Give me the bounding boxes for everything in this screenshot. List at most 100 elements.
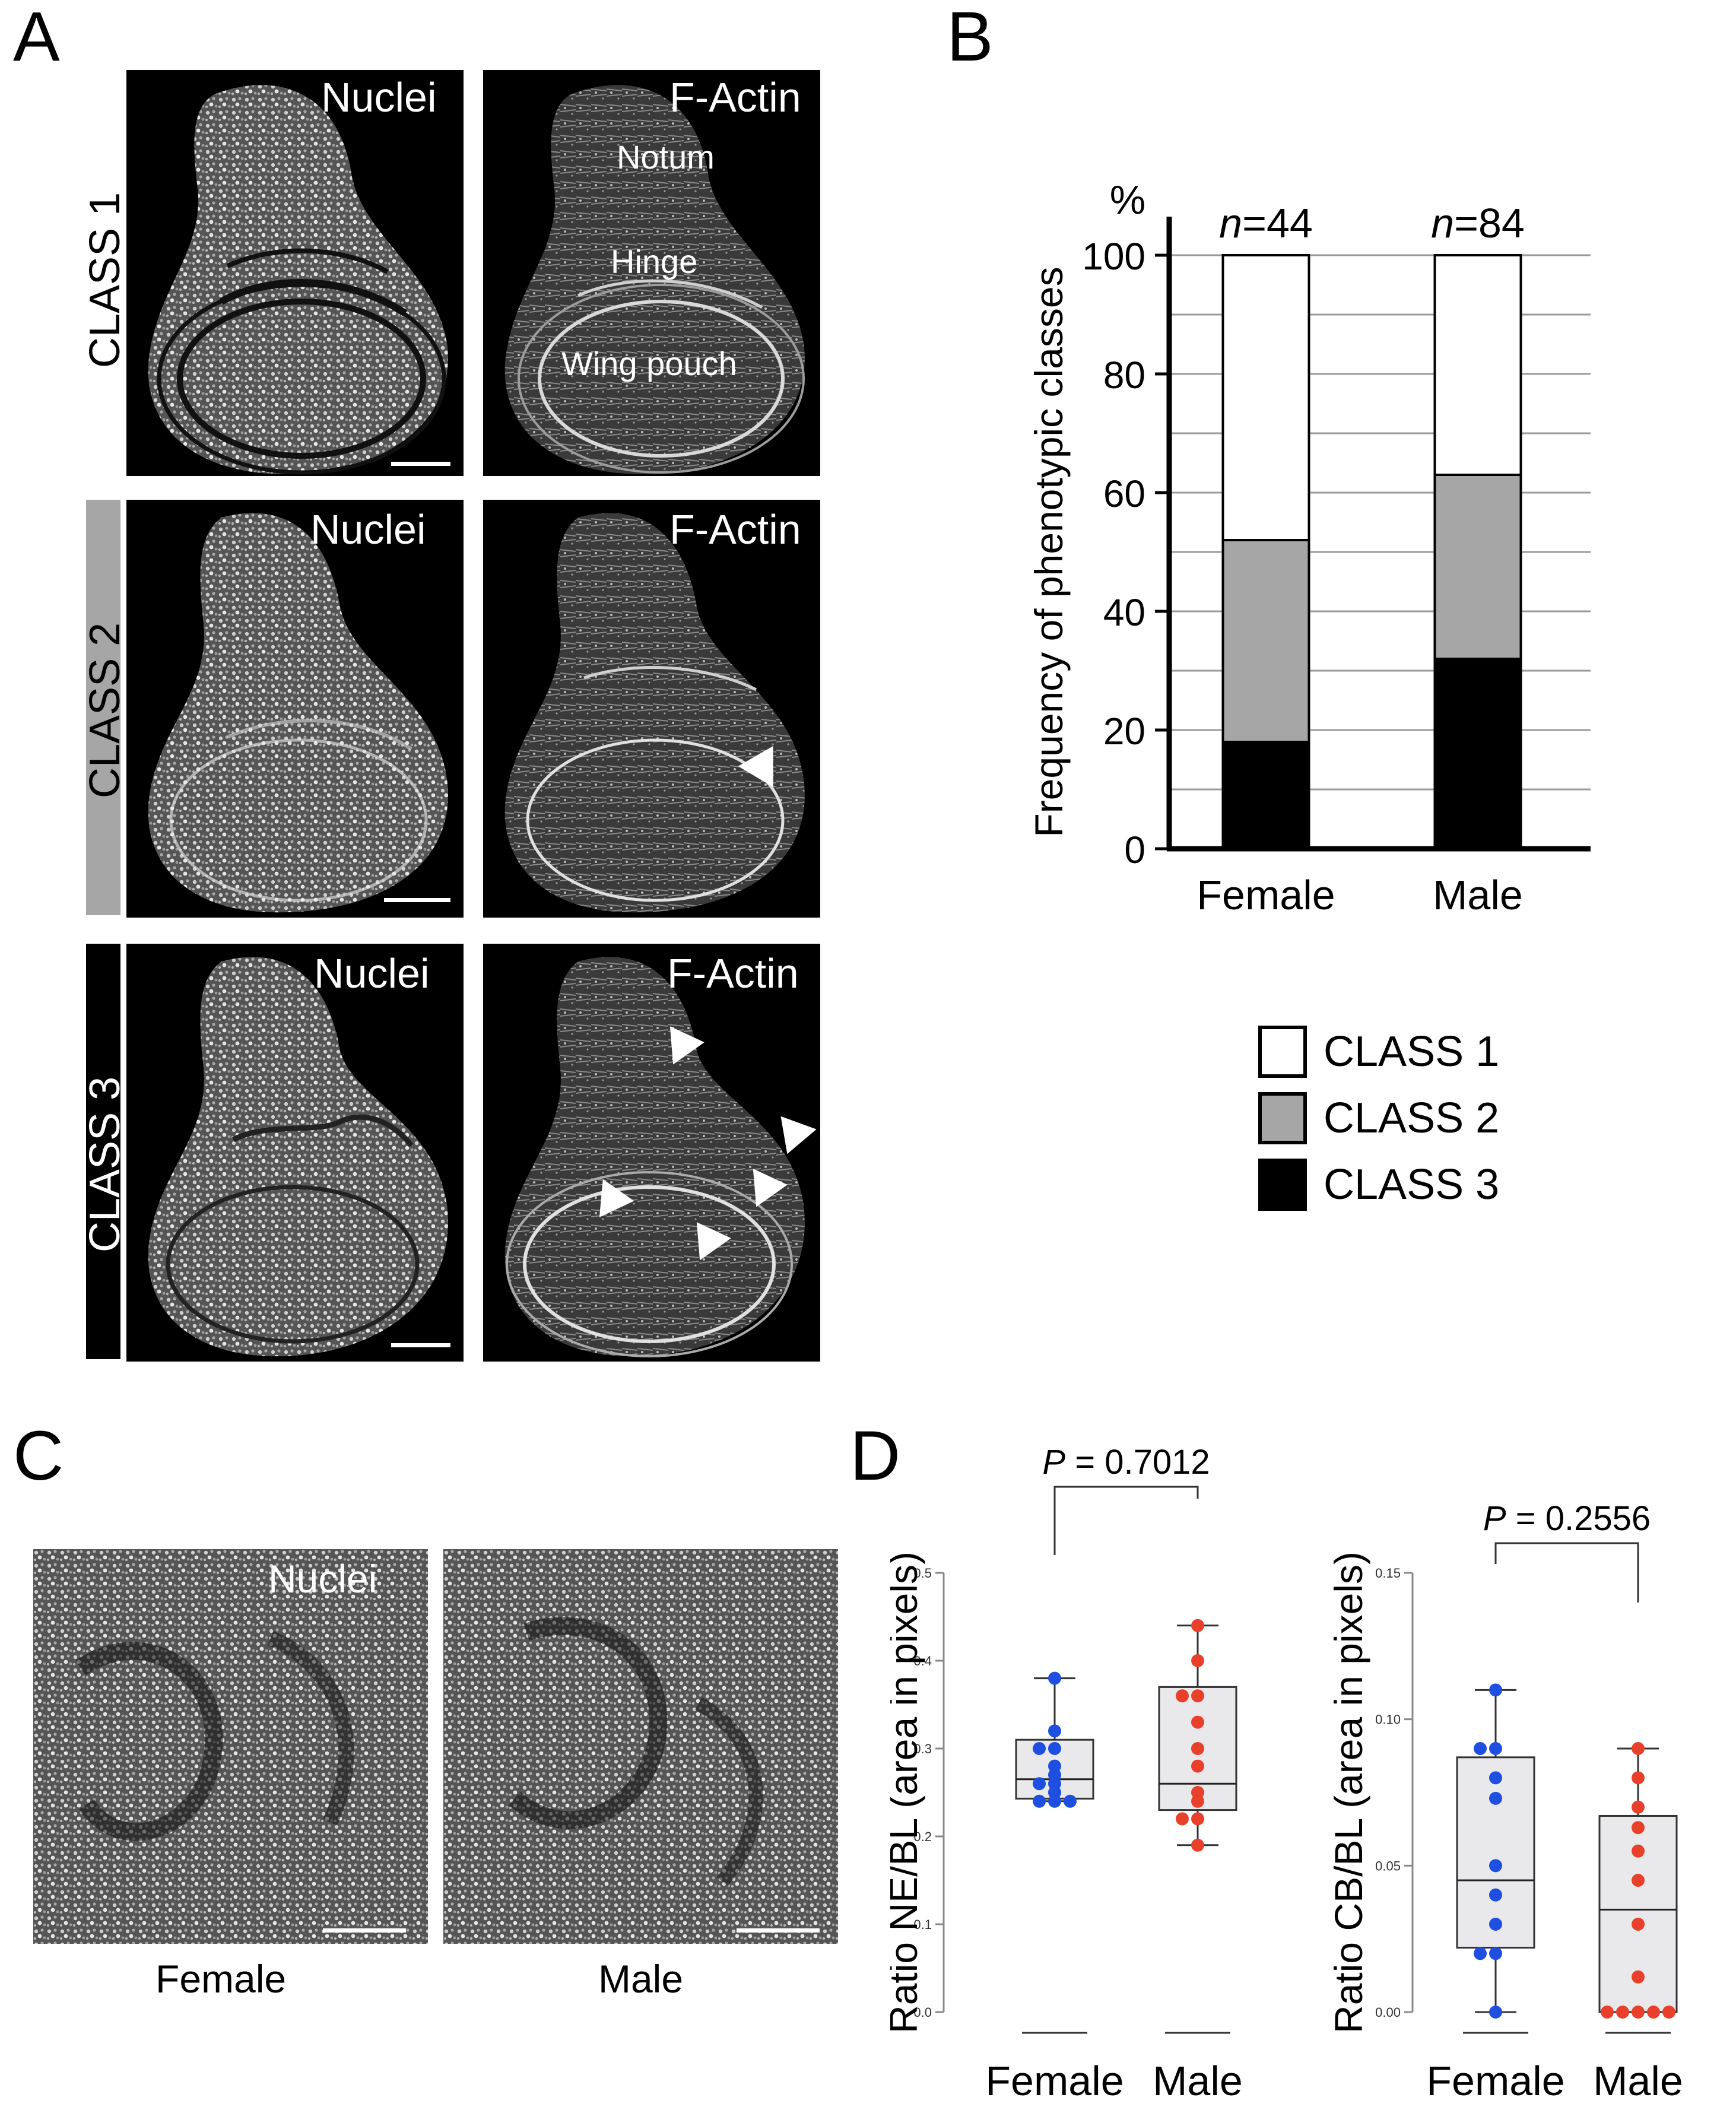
data-point [1601, 2006, 1614, 2019]
y-tick-label: 0.2 [913, 1829, 932, 1844]
y-tick-label: 0.1 [913, 1917, 932, 1932]
data-point [1191, 1794, 1204, 1808]
y-tick-label: 0 [1124, 829, 1145, 871]
n-annotation: n=84 [1431, 200, 1525, 246]
data-point [1489, 1947, 1502, 1960]
data-point [1191, 1742, 1204, 1755]
n-value: =84 [1454, 200, 1525, 246]
data-point [1489, 1791, 1502, 1805]
p-value: P = 0.7012 [1042, 1443, 1210, 1481]
class-1-label: CLASS 1 [81, 192, 129, 368]
y-axis-label: Frequency of phenotypic classes [1027, 266, 1071, 837]
bar-segment [1221, 254, 1310, 541]
caption-male: Male [598, 1957, 684, 2001]
region-notum: Notum [617, 138, 715, 176]
scale-bar [391, 1343, 450, 1347]
legend-item: CLASS 2 [1258, 1089, 1499, 1148]
micrograph-class2-nuclei [126, 500, 464, 918]
legend-item: CLASS 3 [1258, 1155, 1499, 1214]
data-point [1176, 1812, 1189, 1826]
y-tick-label: 20 [1103, 710, 1145, 753]
bar-segment [1433, 254, 1522, 476]
class-3-bar [86, 944, 120, 1359]
class-2-bar [86, 500, 120, 915]
y-tick-label: 0.5 [913, 1566, 932, 1581]
y-tick-label: 0.0 [913, 2005, 932, 2020]
x-tick-label: Male [1153, 2058, 1243, 2104]
boxplot-cb-bl: 0.00 0.05 0.10 0.15 Ratio CB/BL (area in pix… [1326, 1499, 1683, 2104]
data-point [1191, 1619, 1204, 1632]
data-point [1489, 1771, 1502, 1785]
class-3-label: CLASS 3 [81, 1076, 129, 1252]
data-point [1647, 2006, 1660, 2019]
data-point [1632, 1844, 1645, 1858]
y-unit: % [1110, 177, 1145, 223]
data-point [1048, 1742, 1061, 1755]
scale-bar [391, 462, 450, 466]
legend-label: CLASS 2 [1324, 1094, 1500, 1142]
label-factin-row2: F-Actin [669, 506, 801, 553]
data-point [1191, 1654, 1204, 1667]
micrograph-class3-factin [483, 944, 820, 1362]
data-point [1474, 1947, 1487, 1960]
significance-bracket [1494, 1542, 1639, 1603]
x-tick-label: Female [1197, 872, 1335, 918]
data-point [1632, 1742, 1645, 1755]
data-point [1489, 1888, 1502, 1902]
data-point [1048, 1671, 1061, 1685]
y-axis-label: Ratio CB/BL (area in pixels) [1326, 1551, 1370, 2033]
y-tick-label: 60 [1103, 472, 1145, 515]
legend-swatch [1258, 1026, 1307, 1078]
label-nuclei-panel-c: Nuclei [268, 1557, 377, 1601]
y-tick-label: 80 [1103, 354, 1145, 396]
panel-letter-c: C [13, 1417, 64, 1495]
data-point [1632, 1970, 1645, 1984]
p-text: = 0.2556 [1506, 1499, 1651, 1538]
p-value: P = 0.2556 [1483, 1499, 1651, 1538]
x-tick-label: Male [1593, 2058, 1683, 2104]
data-point [1632, 1771, 1645, 1785]
micrograph-class2-factin [483, 500, 820, 918]
data-point [1616, 2006, 1629, 2019]
caption-female: Female [155, 1957, 287, 2001]
legend-label: CLASS 3 [1324, 1161, 1500, 1208]
data-point [1064, 1794, 1077, 1808]
y-tick-label: 100 [1082, 235, 1145, 278]
scale-bar [384, 898, 450, 902]
data-point [1033, 1794, 1046, 1808]
label-factin-row1: F-Actin [669, 74, 801, 120]
p-text: = 0.7012 [1065, 1443, 1210, 1481]
data-point [1489, 1683, 1502, 1697]
n-annotation: n=44 [1219, 200, 1313, 246]
data-point [1033, 1742, 1046, 1755]
data-point [1191, 1812, 1204, 1826]
legend-item: CLASS 1 [1258, 1022, 1499, 1081]
data-point [1489, 1742, 1502, 1755]
y-tick-label: 0.05 [1375, 1858, 1401, 1873]
bar-segment [1221, 741, 1310, 850]
p-symbol: P [1483, 1499, 1506, 1538]
data-point [1489, 1918, 1502, 1931]
data-point [1191, 1715, 1204, 1729]
data-point [1048, 1794, 1061, 1808]
micrograph-class1-nuclei [126, 70, 464, 476]
data-point [1489, 1859, 1502, 1873]
data-point [1632, 1918, 1645, 1931]
region-wing-pouch: Wing pouch [561, 345, 737, 382]
box [1456, 1756, 1535, 1949]
data-point [1191, 1689, 1204, 1703]
bar-segment [1433, 474, 1522, 660]
n-symbol: n [1431, 200, 1454, 246]
legend: CLASS 1 CLASS 2 CLASS 3 [1258, 1022, 1591, 1230]
y-tick-label: 40 [1103, 591, 1145, 634]
data-point [1632, 1800, 1645, 1814]
bar-segment [1433, 658, 1522, 850]
data-point [1662, 2006, 1675, 2019]
panel-letter-b: B [947, 0, 994, 76]
data-point [1632, 1821, 1645, 1835]
class-2-label: CLASS 2 [81, 622, 129, 798]
y-tick-label: 0.15 [1375, 1566, 1401, 1581]
data-point [1191, 1759, 1204, 1773]
label-factin-row3: F-Actin [667, 950, 799, 997]
significance-bracket [1053, 1486, 1199, 1555]
